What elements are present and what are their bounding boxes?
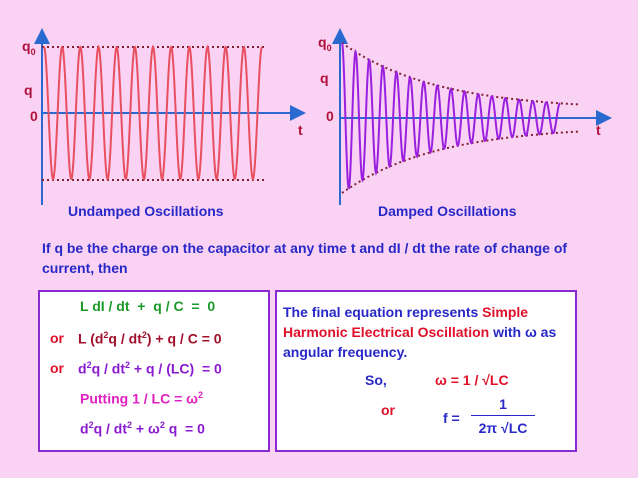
label: q0 <box>22 38 36 57</box>
equation-part: d <box>80 420 89 437</box>
equation: L (d2q / dt2) + q / C = 0 <box>78 330 222 347</box>
statement-part: with ω as angular frequency. <box>283 324 557 360</box>
caption: Undamped Oscillations <box>68 203 224 219</box>
equation-part: d <box>78 360 87 377</box>
equation-part: + q / (LC) = 0 <box>130 360 222 377</box>
caption: Damped Oscillations <box>378 203 517 219</box>
label: 0 <box>326 108 334 124</box>
superscript: 2 <box>127 420 133 430</box>
label: q <box>320 70 329 86</box>
superscript: 2 <box>198 390 204 400</box>
result-box: The final equation represents Simple Har… <box>275 290 577 452</box>
label: q <box>24 82 33 98</box>
f-label: f = <box>443 410 460 426</box>
equation-part: L dI / dt + q / C = 0 <box>80 298 216 314</box>
equation-part: q / dt <box>108 330 142 347</box>
equation: d2q / dt2 + ω2 q = 0 <box>80 420 205 437</box>
wave <box>341 130 581 194</box>
wave <box>341 42 581 106</box>
label: q0 <box>318 34 332 53</box>
equation-part: Putting 1 / LC = ω <box>80 390 198 407</box>
equation-part: + ω <box>132 420 160 437</box>
intro-text: If q be the charge on the capacitor at a… <box>42 240 568 276</box>
superscript: 2 <box>86 360 92 370</box>
numerator: 1 <box>499 396 507 412</box>
so-text: So, <box>365 372 387 388</box>
statement: The final equation represents Simple Har… <box>283 302 571 362</box>
equation: Putting 1 / LC = ω2 <box>80 390 203 407</box>
fraction-bar <box>471 415 535 416</box>
statement-part: Simple Harmonic Electrical Oscillation <box>283 304 529 340</box>
wave <box>43 44 263 182</box>
statement-part: The final equation represents <box>283 304 483 320</box>
equation-part: q / dt <box>91 360 126 377</box>
q0: q <box>318 34 327 50</box>
subscript: 0 <box>30 46 36 57</box>
wave <box>341 42 561 190</box>
denominator: 2π √LC <box>478 420 528 436</box>
omega-equation: ω = 1 / √LC <box>435 372 509 388</box>
label: t <box>596 122 601 138</box>
or-text: or <box>50 330 64 346</box>
equation: L dI / dt + q / C = 0 <box>80 298 215 314</box>
or-text: or <box>50 360 64 376</box>
superscript: 2 <box>103 330 109 340</box>
label: 0 <box>30 108 38 124</box>
superscript: 2 <box>125 360 131 370</box>
equation: d2q / dt2 + q / (LC) = 0 <box>78 360 222 377</box>
equation-box: L dI / dt + q / C = 0 or L (d2q / dt2) + q… <box>38 290 270 452</box>
superscript: 2 <box>88 420 94 430</box>
superscript: 2 <box>141 330 147 340</box>
superscript: 2 <box>159 420 165 430</box>
q0: q <box>22 38 31 54</box>
equation-part: q = 0 <box>164 420 205 437</box>
subscript: 0 <box>326 42 332 53</box>
equation-part: L (d <box>78 330 104 347</box>
equation-part: q / dt <box>93 420 128 437</box>
label: t <box>298 122 303 138</box>
equation-part: ) + q / C = 0 <box>146 330 222 347</box>
waves <box>43 42 581 194</box>
or-text: or <box>381 402 395 418</box>
